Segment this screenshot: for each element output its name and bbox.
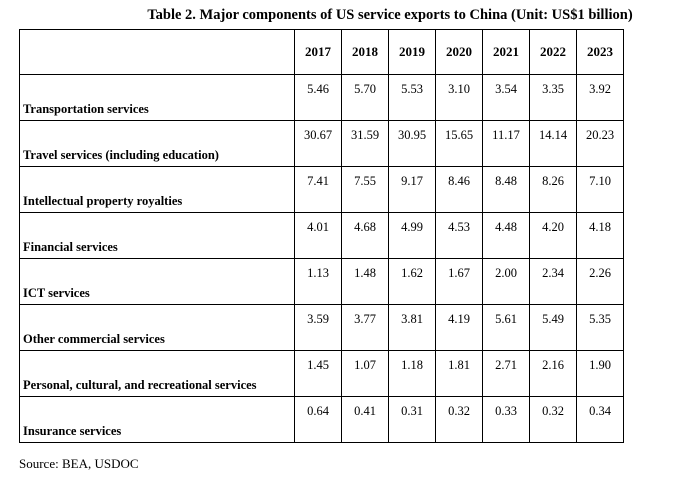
table-cell: 1.48 [341,258,389,305]
table-cell: 2.26 [576,258,624,305]
source-note: Source: BEA, USDOC [19,456,139,471]
table-cell: 8.26 [529,166,577,213]
table-cell: 3.59 [294,304,342,351]
table-cell: 4.53 [435,212,483,259]
table-cell: 1.81 [435,350,483,397]
table-cell: 7.10 [576,166,624,213]
table-cell: 5.53 [388,74,436,121]
table-cell: 0.31 [388,396,436,443]
table-row: Transportation services 5.46 5.70 5.53 3… [19,74,624,121]
table-cell: 4.20 [529,212,577,259]
table-cell: 9.17 [388,166,436,213]
table-row: Intellectual property royalties 7.41 7.5… [19,166,624,213]
header-year-2022: 2022 [529,29,577,75]
row-label: ICT services [19,258,295,305]
header-corner-cell [19,29,295,75]
header-year-2021: 2021 [482,29,530,75]
table-cell: 4.18 [576,212,624,259]
table-cell: 1.67 [435,258,483,305]
table-cell: 7.55 [341,166,389,213]
table-cell: 1.07 [341,350,389,397]
header-year-2020: 2020 [435,29,483,75]
table-cell: 4.68 [341,212,389,259]
table-cell: 31.59 [341,120,389,167]
table-cell: 0.34 [576,396,624,443]
table-title: Table 2. Major components of US service … [147,7,633,23]
table-cell: 8.48 [482,166,530,213]
row-label: Travel services (including education) [19,120,295,167]
table-row: Insurance services 0.64 0.41 0.31 0.32 0… [19,396,624,443]
table-cell: 14.14 [529,120,577,167]
table-cell: 30.95 [388,120,436,167]
table-row: Financial services 4.01 4.68 4.99 4.53 4… [19,212,624,259]
table-cell: 4.01 [294,212,342,259]
row-label: Transportation services [19,74,295,121]
table-row: Other commercial services 3.59 3.77 3.81… [19,304,624,351]
table-cell: 3.81 [388,304,436,351]
table-header-row: 2017 2018 2019 2020 2021 2022 2023 [19,29,624,75]
row-label: Financial services [19,212,295,259]
table-cell: 0.32 [529,396,577,443]
table-cell: 5.46 [294,74,342,121]
row-label: Personal, cultural, and recreational ser… [19,350,295,397]
table-cell: 5.70 [341,74,389,121]
table-cell: 1.13 [294,258,342,305]
table-cell: 20.23 [576,120,624,167]
row-label: Insurance services [19,396,295,443]
row-label: Other commercial services [19,304,295,351]
header-year-2017: 2017 [294,29,342,75]
table-cell: 11.17 [482,120,530,167]
header-year-2019: 2019 [388,29,436,75]
table-cell: 15.65 [435,120,483,167]
table-cell: 3.10 [435,74,483,121]
table-cell: 0.32 [435,396,483,443]
table-cell: 7.41 [294,166,342,213]
table-cell: 4.48 [482,212,530,259]
table-cell: 0.33 [482,396,530,443]
table-cell: 1.18 [388,350,436,397]
row-label: Intellectual property royalties [19,166,295,213]
table-cell: 3.35 [529,74,577,121]
table-cell: 2.71 [482,350,530,397]
data-table: 2017 2018 2019 2020 2021 2022 2023 Trans… [19,29,624,443]
table-row: Personal, cultural, and recreational ser… [19,350,624,397]
table-cell: 1.45 [294,350,342,397]
header-year-2018: 2018 [341,29,389,75]
table-row: Travel services (including education) 30… [19,120,624,167]
table-cell: 4.99 [388,212,436,259]
table-cell: 2.16 [529,350,577,397]
table-cell: 3.54 [482,74,530,121]
table-cell: 2.00 [482,258,530,305]
table-cell: 3.92 [576,74,624,121]
table-cell: 2.34 [529,258,577,305]
table-cell: 0.41 [341,396,389,443]
table-cell: 0.64 [294,396,342,443]
table-cell: 8.46 [435,166,483,213]
header-year-2023: 2023 [576,29,624,75]
table-cell: 4.19 [435,304,483,351]
table-row: ICT services 1.13 1.48 1.62 1.67 2.00 2.… [19,258,624,305]
table-cell: 30.67 [294,120,342,167]
table-cell: 1.90 [576,350,624,397]
table-cell: 1.62 [388,258,436,305]
table-cell: 5.61 [482,304,530,351]
table-cell: 3.77 [341,304,389,351]
table-cell: 5.35 [576,304,624,351]
table-cell: 5.49 [529,304,577,351]
